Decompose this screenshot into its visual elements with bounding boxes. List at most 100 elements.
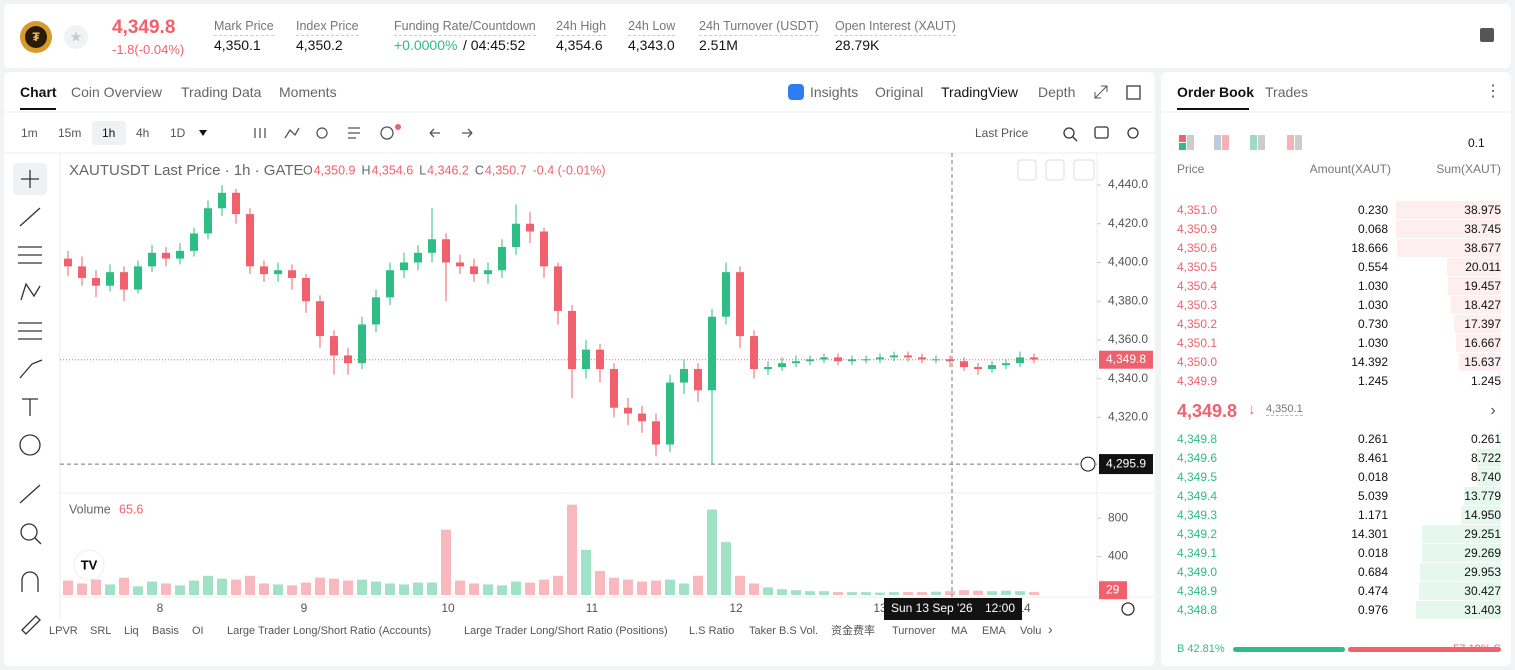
volume-bar bbox=[721, 542, 731, 595]
indicator[interactable]: Liq bbox=[124, 625, 139, 637]
candle-body bbox=[512, 223, 520, 247]
header-panel bbox=[4, 4, 1511, 68]
indicator[interactable]: LPVR bbox=[49, 625, 78, 637]
mid-arrow: ↓ bbox=[1248, 401, 1256, 418]
price-change: -1.8(-0.04%) bbox=[112, 42, 185, 57]
reset-btn[interactable] bbox=[1073, 159, 1095, 181]
indicator[interactable]: SRL bbox=[90, 625, 112, 637]
candle-body bbox=[946, 359, 954, 362]
view-tab[interactable]: Original bbox=[875, 84, 924, 100]
ob-sum: 16.667 bbox=[1464, 336, 1501, 350]
volume-bar bbox=[707, 509, 717, 595]
ob-amount: 0.976 bbox=[1357, 603, 1388, 617]
ob-price: 4,349.0 bbox=[1177, 565, 1218, 579]
candle-body bbox=[638, 413, 646, 422]
interval[interactable]: 1D bbox=[170, 126, 186, 140]
chart-tab[interactable]: Moments bbox=[279, 84, 337, 100]
volume-bar bbox=[679, 583, 689, 595]
candle-body bbox=[974, 367, 982, 369]
chart-tab[interactable]: Chart bbox=[20, 84, 57, 100]
crosshair-plus bbox=[1080, 456, 1096, 472]
candle-body bbox=[442, 239, 450, 263]
candle-body bbox=[1002, 363, 1010, 366]
volume-bar bbox=[245, 575, 255, 595]
indicator[interactable]: Large Trader Long/Short Ratio (Accounts) bbox=[227, 625, 432, 637]
volume-title: Volume bbox=[69, 502, 111, 516]
precision[interactable]: 0.1 bbox=[1468, 136, 1485, 150]
expand-icon[interactable] bbox=[1094, 85, 1108, 99]
indicator[interactable]: OI bbox=[192, 625, 204, 637]
ob-price: 4,349.5 bbox=[1177, 470, 1218, 484]
candle-body bbox=[904, 355, 912, 358]
more-icon[interactable]: ⋮ bbox=[1485, 83, 1501, 100]
ob-tab[interactable]: Order Book bbox=[1177, 84, 1255, 100]
volume-bar bbox=[637, 581, 647, 595]
header-icon[interactable] bbox=[1480, 28, 1494, 42]
indicator[interactable]: Taker B.S Vol. bbox=[749, 625, 819, 637]
volume-bar bbox=[567, 504, 577, 595]
favorite-button[interactable] bbox=[64, 25, 88, 49]
view-tab[interactable]: Depth bbox=[1038, 84, 1076, 100]
view-tab[interactable]: TradingView bbox=[941, 84, 1019, 100]
interval[interactable]: 1h bbox=[102, 126, 116, 140]
candle-body bbox=[540, 231, 548, 267]
stat-value: 2.51M bbox=[699, 37, 738, 53]
ob-tab[interactable]: Trades bbox=[1265, 84, 1309, 100]
interval[interactable]: 4h bbox=[136, 126, 150, 140]
indicator[interactable]: Large Trader Long/Short Ratio (Positions… bbox=[464, 625, 668, 637]
chart-panel bbox=[4, 72, 1155, 666]
candle-body bbox=[778, 363, 786, 368]
indicator[interactable]: Turnover bbox=[892, 625, 936, 637]
chevron-icon[interactable]: › bbox=[1490, 402, 1495, 419]
depth-bar bbox=[1395, 201, 1501, 219]
ob-amount: 0.730 bbox=[1357, 317, 1388, 331]
col-price: Price bbox=[1177, 162, 1205, 176]
volume-tag-bg bbox=[1099, 581, 1127, 600]
chart-tab[interactable]: Trading Data bbox=[181, 84, 262, 100]
toolbar-icons bbox=[254, 126, 473, 140]
ohlc-legend: C bbox=[475, 163, 484, 177]
ob-price: 4,350.2 bbox=[1177, 317, 1218, 331]
candle-body bbox=[988, 365, 996, 369]
ob-sum: 30.427 bbox=[1464, 584, 1501, 598]
ob-sum: 1.245 bbox=[1470, 374, 1501, 388]
price-type[interactable]: Last Price bbox=[975, 126, 1029, 140]
chart-tab[interactable]: Coin Overview bbox=[71, 84, 163, 100]
window-icon[interactable] bbox=[1126, 85, 1141, 100]
volume-bar bbox=[903, 592, 913, 595]
ob-amount: 0.474 bbox=[1357, 584, 1388, 598]
indicator[interactable]: EMA bbox=[982, 625, 1006, 637]
ob-sum: 17.397 bbox=[1464, 317, 1501, 331]
y-tick-label: 4,360.0 bbox=[1108, 332, 1148, 346]
scroll-down-btn[interactable] bbox=[1017, 159, 1037, 181]
indicator[interactable]: 资金费率 bbox=[831, 625, 875, 637]
indicator[interactable]: L.S Ratio bbox=[689, 625, 735, 637]
indicator[interactable]: MA bbox=[951, 625, 968, 637]
view-tab[interactable]: Insights bbox=[810, 84, 859, 100]
candle-body bbox=[204, 208, 212, 234]
volume-bar bbox=[651, 580, 661, 595]
x-tick-label: 9 bbox=[301, 601, 308, 615]
volume-bar bbox=[91, 579, 101, 595]
volume-bar bbox=[931, 591, 941, 595]
indicator[interactable]: Volu bbox=[1020, 625, 1042, 637]
interval[interactable]: 15m bbox=[58, 126, 82, 140]
candle-body bbox=[176, 250, 184, 259]
interval[interactable]: 1m bbox=[21, 126, 38, 140]
candle-body bbox=[694, 368, 702, 391]
candle-body bbox=[148, 252, 156, 267]
stat-label: Index Price bbox=[296, 20, 359, 36]
candle-body bbox=[302, 277, 310, 302]
volume-bar bbox=[735, 575, 745, 595]
depth-bar bbox=[1418, 582, 1501, 600]
ai-icon bbox=[788, 84, 804, 100]
volume-bar bbox=[147, 581, 157, 595]
indicator-next: › bbox=[1048, 621, 1053, 637]
depth-bar bbox=[1396, 239, 1501, 257]
depth-bar bbox=[1422, 525, 1501, 543]
dropdown-arrow[interactable] bbox=[199, 130, 207, 136]
candle-body bbox=[330, 336, 338, 356]
volume-bar bbox=[595, 570, 605, 595]
compare-btn[interactable] bbox=[1045, 159, 1065, 181]
indicator[interactable]: Basis bbox=[152, 625, 179, 637]
